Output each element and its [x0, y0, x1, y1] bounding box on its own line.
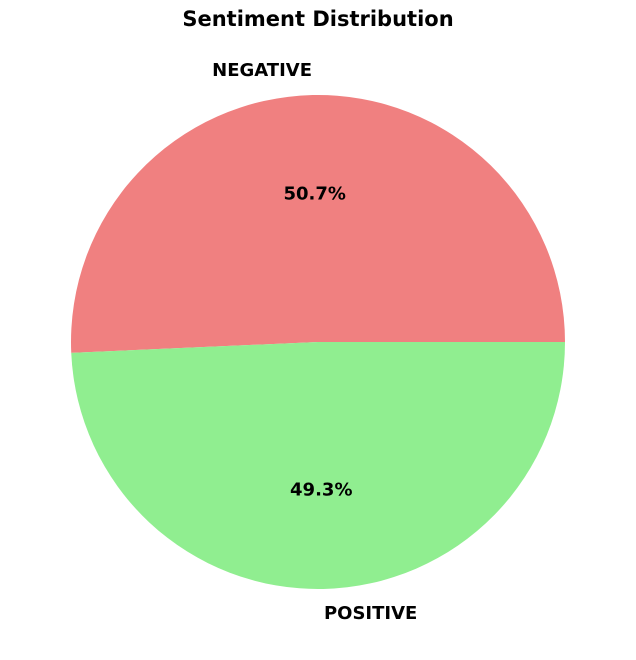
pie-slice-positive	[71, 342, 566, 589]
pct-label-positive: 49.3%	[290, 480, 352, 501]
pct-label-negative: 50.7%	[284, 183, 346, 204]
slice-label-negative: NEGATIVE	[212, 60, 312, 81]
pie-slice-negative	[71, 94, 565, 353]
pie-slices	[71, 94, 566, 589]
slice-label-positive: POSITIVE	[324, 603, 417, 624]
chart-title: Sentiment Distribution	[182, 7, 453, 31]
pie-labels: 50.7% NEGATIVE 49.3% POSITIVE	[212, 60, 417, 624]
